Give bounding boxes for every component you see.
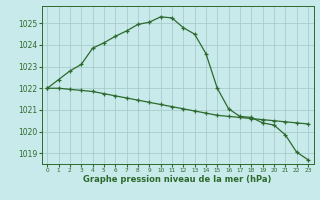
X-axis label: Graphe pression niveau de la mer (hPa): Graphe pression niveau de la mer (hPa) — [84, 175, 272, 184]
